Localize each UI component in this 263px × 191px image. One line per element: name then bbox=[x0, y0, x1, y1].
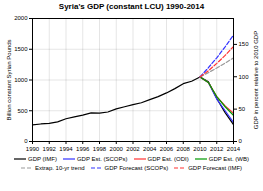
svg-text:2014: 2014 bbox=[227, 146, 241, 152]
svg-text:2000: 2000 bbox=[14, 15, 28, 21]
svg-text:1994: 1994 bbox=[59, 146, 73, 152]
html-text:GDP Est. (ODI): GDP Est. (ODI) bbox=[147, 156, 189, 162]
svg-text:2004: 2004 bbox=[143, 146, 157, 152]
svg-text:2006: 2006 bbox=[160, 146, 174, 152]
html-text:GDP Forecast (SCOPs): GDP Forecast (SCOPs) bbox=[104, 165, 169, 171]
svg-text:2012: 2012 bbox=[210, 146, 224, 152]
html-text:GDP Est. (WB): GDP Est. (WB) bbox=[208, 156, 249, 162]
svg-text:1992: 1992 bbox=[43, 146, 57, 152]
svg-text:1996: 1996 bbox=[76, 146, 90, 152]
svg-text:2002: 2002 bbox=[126, 146, 140, 152]
svg-text:500: 500 bbox=[17, 108, 28, 114]
svg-text:50: 50 bbox=[239, 106, 246, 112]
svg-text:1998: 1998 bbox=[93, 146, 107, 152]
svg-text:1500: 1500 bbox=[14, 46, 28, 52]
svg-text:1000: 1000 bbox=[14, 77, 28, 83]
svg-text:100: 100 bbox=[239, 74, 250, 80]
svg-text:2000: 2000 bbox=[110, 146, 124, 152]
svg-text:GDP in percent relative to 201: GDP in percent relative to 2010 GDP bbox=[253, 31, 259, 129]
svg-text:1990: 1990 bbox=[26, 146, 40, 152]
svg-text:2010: 2010 bbox=[193, 146, 207, 152]
html-text:GDP (IMF): GDP (IMF) bbox=[28, 156, 57, 162]
svg-text:2008: 2008 bbox=[177, 146, 191, 152]
svg-text:0: 0 bbox=[24, 138, 28, 144]
svg-text:Billion constant Syrian Pounds: Billion constant Syrian Pounds bbox=[6, 39, 12, 120]
svg-text:150: 150 bbox=[239, 41, 250, 47]
html-text:Extrap. 10-yr trend: Extrap. 10-yr trend bbox=[34, 165, 85, 171]
html-text:GDP Est. (SCOPs): GDP Est. (SCOPs) bbox=[76, 156, 128, 162]
html-text:Syria's GDP (constant LCU) 199: Syria's GDP (constant LCU) 1990-2014 bbox=[58, 2, 205, 11]
svg-text:0: 0 bbox=[239, 138, 243, 144]
html-text:GDP Forecast (IMF): GDP Forecast (IMF) bbox=[188, 165, 243, 171]
